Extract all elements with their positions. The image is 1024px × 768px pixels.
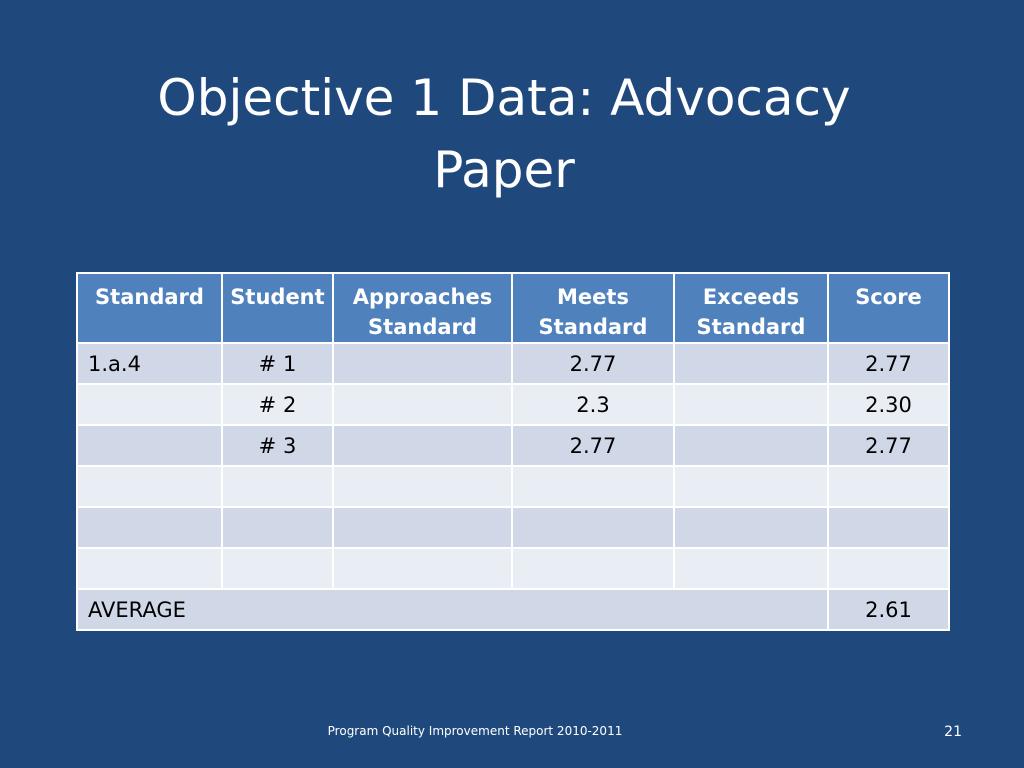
average-label: AVERAGE	[76, 588, 829, 631]
header-label: Standard	[696, 315, 806, 339]
slide-number: 21	[944, 724, 962, 740]
cell-student: # 2	[221, 383, 334, 426]
cell-exceeds	[673, 424, 829, 467]
cell-student	[221, 465, 334, 508]
table-header-row: Standard Student Approaches Standard Mee…	[76, 272, 950, 344]
table-row	[76, 465, 950, 508]
cell-standard	[76, 383, 223, 426]
table-row	[76, 506, 950, 549]
cell-score: 2.77	[827, 424, 950, 467]
cell-score	[827, 465, 950, 508]
header-label: Approaches	[352, 285, 493, 309]
cell-meets: 2.3	[511, 383, 675, 426]
slide-title-line-2: Paper	[433, 141, 575, 199]
cell-student	[221, 506, 334, 549]
table-row: # 2 2.3 2.30	[76, 383, 950, 426]
cell-meets	[511, 506, 675, 549]
cell-standard: 1.a.4	[76, 342, 223, 385]
cell-score	[827, 547, 950, 590]
cell-approaches	[332, 424, 513, 467]
header-score: Score	[827, 272, 950, 344]
cell-student: # 1	[221, 342, 334, 385]
cell-score: 2.30	[827, 383, 950, 426]
data-table: Standard Student Approaches Standard Mee…	[76, 272, 950, 631]
cell-approaches	[332, 465, 513, 508]
cell-meets: 2.77	[511, 342, 675, 385]
average-score: 2.61	[827, 588, 950, 631]
cell-exceeds	[673, 465, 829, 508]
slide-footer: Program Quality Improvement Report 2010-…	[327, 724, 623, 738]
cell-meets	[511, 465, 675, 508]
header-approaches-standard: Approaches Standard	[332, 272, 513, 344]
header-label: Standard	[95, 285, 204, 309]
cell-standard	[76, 547, 223, 590]
cell-exceeds	[673, 383, 829, 426]
cell-exceeds	[673, 506, 829, 549]
slide-title: Objective 1 Data: Advocacy Paper	[100, 62, 908, 206]
cell-approaches	[332, 383, 513, 426]
cell-exceeds	[673, 342, 829, 385]
cell-exceeds	[673, 547, 829, 590]
cell-meets	[511, 547, 675, 590]
cell-standard	[76, 424, 223, 467]
header-label: Student	[230, 285, 325, 309]
header-student: Student	[221, 272, 334, 344]
cell-student: # 3	[221, 424, 334, 467]
header-label: Standard	[538, 315, 648, 339]
header-label: Score	[855, 285, 922, 309]
cell-score	[827, 506, 950, 549]
header-meets-standard: Meets Standard	[511, 272, 675, 344]
cell-approaches	[332, 342, 513, 385]
table-row: 1.a.4 # 1 2.77 2.77	[76, 342, 950, 385]
header-label: Standard	[368, 315, 477, 339]
header-label: Exceeds	[702, 285, 800, 309]
table-row	[76, 547, 950, 590]
cell-student	[221, 547, 334, 590]
average-row: AVERAGE 2.61	[76, 588, 950, 631]
cell-score: 2.77	[827, 342, 950, 385]
header-exceeds-standard: Exceeds Standard	[673, 272, 829, 344]
cell-standard	[76, 465, 223, 508]
cell-standard	[76, 506, 223, 549]
table-row: # 3 2.77 2.77	[76, 424, 950, 467]
header-standard: Standard	[76, 272, 223, 344]
cell-meets: 2.77	[511, 424, 675, 467]
header-label: Meets	[557, 285, 629, 309]
cell-approaches	[332, 506, 513, 549]
cell-approaches	[332, 547, 513, 590]
slide-title-line-1: Objective 1 Data: Advocacy	[157, 69, 851, 127]
